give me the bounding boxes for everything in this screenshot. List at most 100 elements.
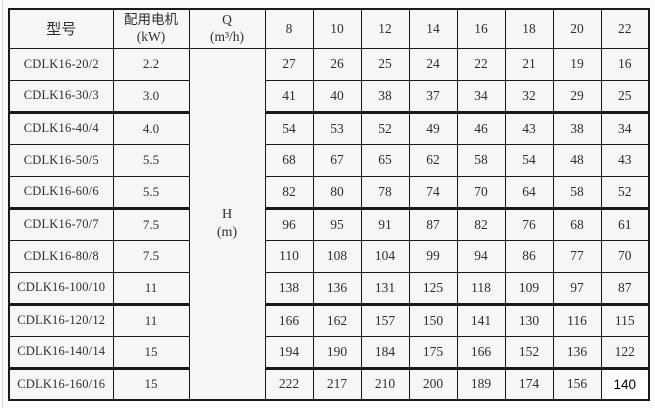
- header-flow-value: 12: [360, 8, 410, 49]
- head-value-cell: 136: [552, 335, 602, 370]
- table-row: CDLK16-60/6 5.5 82 80 78 74 70 64 58 52: [8, 175, 650, 210]
- model-cell: CDLK16-20/2: [8, 47, 114, 81]
- head-value-cell: 91: [360, 207, 410, 241]
- head-value-cell: 116: [552, 303, 602, 337]
- head-value-cell: 32: [504, 79, 554, 114]
- motor-power-cell: 3.0: [112, 79, 190, 114]
- head-value-cell: 156: [552, 367, 602, 401]
- head-value-cell: 24: [408, 47, 458, 81]
- head-value-cell: 82: [456, 207, 506, 241]
- header-flow-value: 20: [552, 8, 602, 49]
- head-value-cell: 38: [552, 111, 602, 145]
- head-value-cell: 125: [408, 271, 458, 306]
- head-value-cell: 138: [264, 271, 314, 306]
- head-value-cell: 184: [360, 335, 410, 370]
- header-flow-q-unit: (m³/h): [209, 28, 245, 44]
- table-row: CDLK16-140/14 15 194 190 184 175 166 152 136 122: [8, 335, 650, 370]
- head-value-cell: 97: [552, 271, 602, 306]
- head-value-cell: 87: [408, 207, 458, 241]
- head-value-cell: 52: [600, 175, 650, 210]
- head-value-cell: 49: [408, 111, 458, 145]
- head-value-cell: 54: [504, 143, 554, 177]
- motor-power-cell: 11: [112, 271, 190, 306]
- head-value-cell: 99: [408, 239, 458, 273]
- header-flow-q: Q (m³/h): [188, 8, 266, 49]
- model-cell: CDLK16-50/5: [8, 143, 114, 177]
- model-cell: CDLK16-160/16: [8, 367, 114, 401]
- head-value-cell: 54: [264, 111, 314, 145]
- head-value-cell: 166: [264, 303, 314, 337]
- header-flow-value: 16: [456, 8, 506, 49]
- head-value-cell: 34: [600, 111, 650, 145]
- head-value-cell: 162: [312, 303, 362, 337]
- head-value-cell: 21: [504, 47, 554, 81]
- table-row: CDLK16-100/10 11 138 136 131 125 118 109 97 87: [8, 271, 650, 306]
- table-row: CDLK16-120/12 11 166 162 157 150 141 130 116 115: [8, 303, 650, 337]
- header-motor-power-label: 配用电机: [124, 11, 178, 27]
- head-value-cell: 16: [600, 47, 650, 81]
- head-value-cell: 87: [600, 271, 650, 306]
- head-value-cell: 150: [408, 303, 458, 337]
- table-row: CDLK16-40/4 4.0 54 53 52 49 46 43 38 34: [8, 111, 650, 145]
- head-value-cell: 86: [504, 239, 554, 273]
- head-value-cell: 25: [360, 47, 410, 81]
- head-value-cell: 68: [264, 143, 314, 177]
- motor-power-cell: 15: [112, 335, 190, 370]
- head-value-cell: 48: [552, 143, 602, 177]
- head-value-cell: 157: [360, 303, 410, 337]
- head-value-cell: 108: [312, 239, 362, 273]
- header-flow-value: 8: [264, 8, 314, 49]
- head-value-cell: 141: [456, 303, 506, 337]
- head-value-cell: 115: [600, 303, 650, 337]
- model-cell: CDLK16-60/6: [8, 175, 114, 210]
- motor-power-cell: 2.2: [112, 47, 190, 81]
- table-row: CDLK16-30/3 3.0 41 40 38 37 34 32 29 25: [8, 79, 650, 114]
- model-cell: CDLK16-30/3: [8, 79, 114, 114]
- table-row: CDLK16-20/2 2.2 H (m) 27 26 25 24 22 21 19 16: [8, 47, 650, 401]
- header-flow-value: 14: [408, 8, 458, 49]
- header-flow-value: 18: [504, 8, 554, 49]
- head-value-cell: 74: [408, 175, 458, 210]
- model-cell: CDLK16-140/14: [8, 335, 114, 370]
- table-row: CDLK16-70/7 7.5 96 95 91 87 82 76 68 61: [8, 207, 650, 241]
- motor-power-cell: 5.5: [112, 143, 190, 177]
- head-value-cell: 77: [552, 239, 602, 273]
- head-value-cell: 166: [456, 335, 506, 370]
- head-value-cell: 22: [456, 47, 506, 81]
- model-cell: CDLK16-100/10: [8, 271, 114, 306]
- head-value-cell: 53: [312, 111, 362, 145]
- head-value-cell: 19: [552, 47, 602, 81]
- header-flow-q-label: Q: [222, 11, 232, 27]
- table-row: CDLK16-50/5 5.5 68 67 65 62 58 54 48 43: [8, 143, 650, 177]
- head-symbol: H: [221, 206, 233, 222]
- table-row: CDLK16-160/16 15 222 217 210 200 189 174 156 140: [8, 367, 650, 401]
- head-value-cell: 29: [552, 79, 602, 114]
- motor-power-cell: 15: [112, 367, 190, 401]
- head-value-cell: 70: [600, 239, 650, 273]
- head-value-cell: 25: [600, 79, 650, 114]
- head-value-cell: 46: [456, 111, 506, 145]
- head-value-cell: 200: [408, 367, 458, 401]
- head-value-cell: 140: [600, 367, 650, 401]
- head-value-cell: 43: [600, 143, 650, 177]
- head-value-cell: 78: [360, 175, 410, 210]
- header-motor-power-unit: (kW): [136, 28, 166, 44]
- head-value-cell: 62: [408, 143, 458, 177]
- head-unit-cell: H (m): [188, 47, 266, 401]
- head-value-cell: 27: [264, 47, 314, 81]
- head-value-cell: 40: [312, 79, 362, 114]
- head-value-cell: 43: [504, 111, 554, 145]
- head-unit: (m): [216, 224, 238, 240]
- motor-power-cell: 7.5: [112, 207, 190, 241]
- head-value-cell: 96: [264, 207, 314, 241]
- head-value-cell: 109: [504, 271, 554, 306]
- head-value-cell: 122: [600, 335, 650, 370]
- motor-power-cell: 11: [112, 303, 190, 337]
- header-motor-power: 配用电机 (kW): [112, 8, 190, 49]
- model-cell: CDLK16-40/4: [8, 111, 114, 145]
- header-flow-value: 22: [600, 8, 650, 49]
- head-value-cell: 80: [312, 175, 362, 210]
- head-value-cell: 58: [456, 143, 506, 177]
- head-value-cell: 37: [408, 79, 458, 114]
